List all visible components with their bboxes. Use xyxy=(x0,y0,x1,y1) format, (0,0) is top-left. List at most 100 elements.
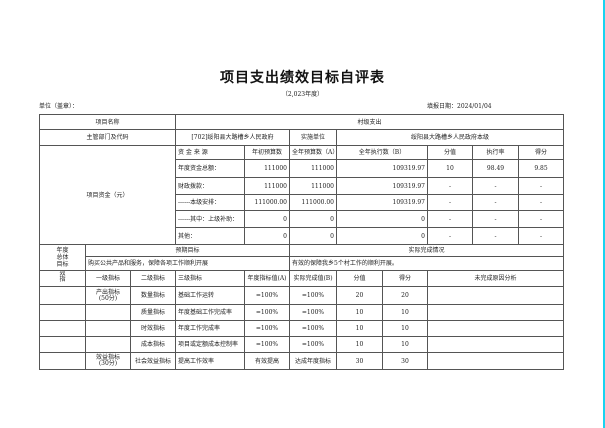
target-value: =100% xyxy=(244,286,290,305)
indicator-blank xyxy=(39,286,86,305)
indicator-blank xyxy=(39,352,86,370)
score: 20 xyxy=(382,286,428,305)
score: 30 xyxy=(382,352,428,370)
funds-initial: 111000 xyxy=(244,159,290,178)
indicator-blank xyxy=(39,320,86,337)
funds-budget: 111000 xyxy=(289,177,337,195)
funds-source: 其他： xyxy=(175,227,245,245)
funds-header: 年初预算数 xyxy=(244,145,290,160)
funds-header: 执行率 xyxy=(472,145,519,160)
indicator-row: 产出指标 (50分) 数量指标 基础工作运转 =100% =100% 20 20 xyxy=(39,286,565,305)
funds-score: 9.85 xyxy=(517,159,565,178)
evaluation-table: 项目名称 村级支出 主管部门及代码 [702]绥阳县大路槽乡人民政府 实施单位 … xyxy=(39,114,565,370)
actual-goal-label: 实际完成情况 xyxy=(288,244,565,257)
funds-initial: 0 xyxy=(244,227,290,245)
funds-executed: 0 xyxy=(336,210,428,228)
project-name-label: 项目名称 xyxy=(39,114,176,130)
level3-indicator: 年度基础工作完成率 xyxy=(175,304,245,321)
funds-source: 财政拨款： xyxy=(175,177,245,195)
funds-score: - xyxy=(517,227,565,245)
indicator-row: 时效指标 年度工作完成率 =100% =100% 10 10 xyxy=(39,320,565,337)
dept-label: 主管部门及代码 xyxy=(39,129,176,146)
score-weight: 30 xyxy=(336,352,383,370)
page-title: 项目支出绩效目标自评表 xyxy=(220,70,385,86)
funds-budget: 111000 xyxy=(289,159,337,178)
funds-source: 年度资金总额： xyxy=(175,159,245,178)
actual-value: =100% xyxy=(289,286,337,305)
level1-indicator: 效益指标 (30分) xyxy=(85,352,131,370)
funds-source: ------本级安排： xyxy=(175,194,245,211)
indicator-header: 年度指标值(A) xyxy=(244,270,290,287)
unit-label: 单位（盖章）： xyxy=(39,103,79,110)
target-value: =100% xyxy=(244,304,290,321)
level2-indicator: 社会效益指标 xyxy=(130,352,176,370)
year-subtitle: （2,023年度） xyxy=(281,91,324,98)
indicator-header: 一级指标 xyxy=(85,270,131,287)
impl-value: 绥阳县大路槽乡人民政府本级 xyxy=(335,129,565,146)
funds-header: 分值 xyxy=(427,145,473,160)
funds-exec-rate: - xyxy=(472,227,519,245)
funds-executed: 0 xyxy=(336,227,428,245)
funds-header: 全年执行数（B） xyxy=(336,145,428,160)
funds-executed: 109319.97 xyxy=(336,194,428,211)
score: 10 xyxy=(382,304,428,321)
reason-analysis xyxy=(426,336,565,353)
funds-label: 项目资金（元） xyxy=(39,145,176,245)
funds-row: ------本级安排： 111000.00 111000.00 109319.9… xyxy=(40,194,565,211)
goal-header-row: 年度 总体 目标 预期目标 实际完成情况 xyxy=(39,244,565,271)
actual-value: =100% xyxy=(289,336,337,353)
dept-row: 主管部门及代码 [702]绥阳县大路槽乡人民政府 实施单位 绥阳县大路槽乡人民政… xyxy=(39,129,565,146)
funds-executed: 109319.97 xyxy=(336,177,428,195)
level1-indicator xyxy=(85,320,131,337)
impl-label: 实施单位 xyxy=(289,129,337,146)
funds-header-row: 项目资金（元） 资 金 来 源 年初预算数 全年预算数（A） 全年执行数（B） … xyxy=(39,145,565,245)
level1-indicator xyxy=(85,304,131,321)
actual-goal: 有效的保障我乡5个村工作的顺利开展。 xyxy=(288,256,565,271)
funds-exec-rate: - xyxy=(472,194,519,211)
funds-header: 资 金 来 源 xyxy=(175,145,245,160)
score-weight: 10 xyxy=(336,304,383,321)
indicator-header: 三级指标 xyxy=(175,270,245,287)
reason-analysis xyxy=(426,286,565,305)
project-name: 村级支出 xyxy=(174,114,565,130)
actual-value: =100% xyxy=(289,304,337,321)
level3-indicator: 提高工作效率 xyxy=(175,352,245,370)
level2-indicator: 成本指标 xyxy=(130,336,176,353)
dept-value: [702]绥阳县大路槽乡人民政府 xyxy=(175,129,290,146)
funds-exec-rate: - xyxy=(472,210,519,228)
level2-indicator: 数量指标 xyxy=(130,286,176,305)
funds-score-weight: - xyxy=(427,227,473,245)
funds-score: - xyxy=(517,194,565,211)
funds-initial: 0 xyxy=(244,210,290,228)
score: 10 xyxy=(382,336,428,353)
level3-indicator: 基础工作运转 xyxy=(175,286,245,305)
indicator-header: 未完成原因分析 xyxy=(426,270,565,287)
indicator-header: 分值 xyxy=(336,270,383,287)
funds-budget: 111000.00 xyxy=(289,194,337,211)
indicator-row: 效益指标 (30分) 社会效益指标 提高工作效率 有效提高 达成年度指标 30 … xyxy=(39,352,565,370)
expected-goal-label: 预期目标 xyxy=(85,244,290,257)
indicator-label: 效 指 xyxy=(39,270,86,287)
funds-score-weight: 10 xyxy=(427,159,473,178)
target-value: 有效提高 xyxy=(244,352,290,370)
actual-value: =100% xyxy=(289,320,337,337)
funds-score: - xyxy=(517,177,565,195)
funds-source: ------其中：上级补助： xyxy=(175,210,245,228)
funds-executed: 109319.97 xyxy=(336,159,428,178)
level2-indicator: 质量指标 xyxy=(130,304,176,321)
score-weight: 10 xyxy=(336,320,383,337)
funds-budget: 0 xyxy=(289,210,337,228)
funds-score-weight: - xyxy=(427,210,473,228)
funds-score: - xyxy=(517,210,565,228)
level3-indicator: 项目或定额成本控制率 xyxy=(175,336,245,353)
target-value: =100% xyxy=(244,336,290,353)
indicator-blank xyxy=(39,336,86,353)
indicator-row: 质量指标 年度基础工作完成率 =100% =100% 10 10 xyxy=(39,304,565,321)
actual-value: 达成年度指标 xyxy=(289,352,337,370)
funds-score-weight: - xyxy=(427,177,473,195)
score-weight: 20 xyxy=(336,286,383,305)
indicator-header: 得分 xyxy=(382,270,428,287)
level1-indicator xyxy=(85,336,131,353)
score: 10 xyxy=(382,320,428,337)
target-value: =100% xyxy=(244,320,290,337)
